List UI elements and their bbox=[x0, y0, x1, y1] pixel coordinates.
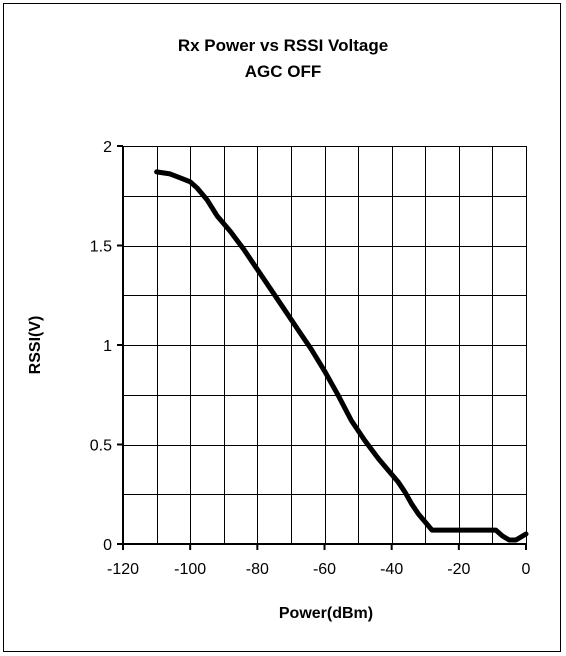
y-tick-label: 0.5 bbox=[90, 438, 112, 455]
y-tick-label: 1 bbox=[103, 338, 112, 355]
tick-labels: -120 -100 -80 -60 -40 -20 0 0 0.5 1 1.5 2 bbox=[90, 139, 531, 578]
y-tick-label: 2 bbox=[103, 139, 112, 156]
series-line-rssi bbox=[154, 169, 529, 543]
x-tick-label: -60 bbox=[313, 561, 336, 578]
chart-subtitle: AGC OFF bbox=[244, 62, 322, 81]
x-tick-label: -20 bbox=[447, 561, 470, 578]
y-tick-label: 1.5 bbox=[90, 239, 112, 256]
x-tick-label: -40 bbox=[380, 561, 403, 578]
axes bbox=[117, 145, 527, 550]
x-tick-label: 0 bbox=[522, 561, 531, 578]
x-tick-label: -80 bbox=[246, 561, 269, 578]
grid bbox=[123, 146, 527, 545]
chart-title: Rx Power vs RSSI Voltage bbox=[177, 36, 389, 55]
x-tick-label: -120 bbox=[107, 561, 139, 578]
x-tick-label: -100 bbox=[174, 561, 206, 578]
y-tick-label: 0 bbox=[103, 537, 112, 554]
series-layer bbox=[154, 169, 529, 543]
y-axis-title: RSSI(V) bbox=[27, 316, 44, 375]
x-axis-title: Power(dBm) bbox=[279, 605, 373, 622]
